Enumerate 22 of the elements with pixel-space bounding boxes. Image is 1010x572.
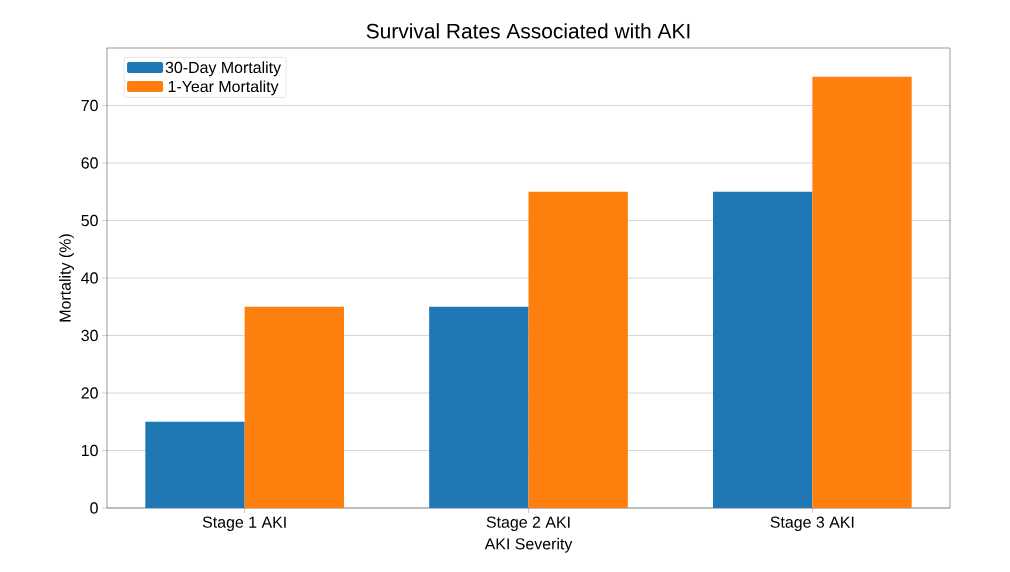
legend-label: 30-Day Mortality — [165, 61, 282, 77]
y-tick-label: 20 — [81, 387, 98, 399]
bar — [244, 306, 345, 508]
bar — [713, 191, 813, 508]
y-tick-label: 60 — [81, 157, 98, 169]
x-tick-label: Stage 2 AKI — [486, 516, 570, 531]
x-tick-label: Stage 3 AKI — [770, 516, 854, 531]
bar — [528, 191, 628, 508]
legend-label: 1-Year Mortality — [168, 80, 279, 96]
y-tick-label: 10 — [81, 444, 98, 457]
y-axis-title: Mortality (%) — [59, 234, 74, 322]
y-tick-label: 70 — [81, 99, 98, 112]
bar — [145, 421, 245, 508]
bar — [429, 306, 529, 508]
x-axis-title: AKI Severity — [484, 537, 573, 553]
chart-title: Survival Rates Associated with AKI — [366, 23, 690, 39]
x-tick-label: Stage 1 AKI — [202, 516, 286, 531]
bar — [812, 76, 912, 508]
y-tick-label: 40 — [81, 272, 98, 284]
y-tick-label: 0 — [90, 502, 98, 514]
y-tick-label: 30 — [81, 329, 98, 342]
y-tick-label: 50 — [81, 214, 98, 227]
